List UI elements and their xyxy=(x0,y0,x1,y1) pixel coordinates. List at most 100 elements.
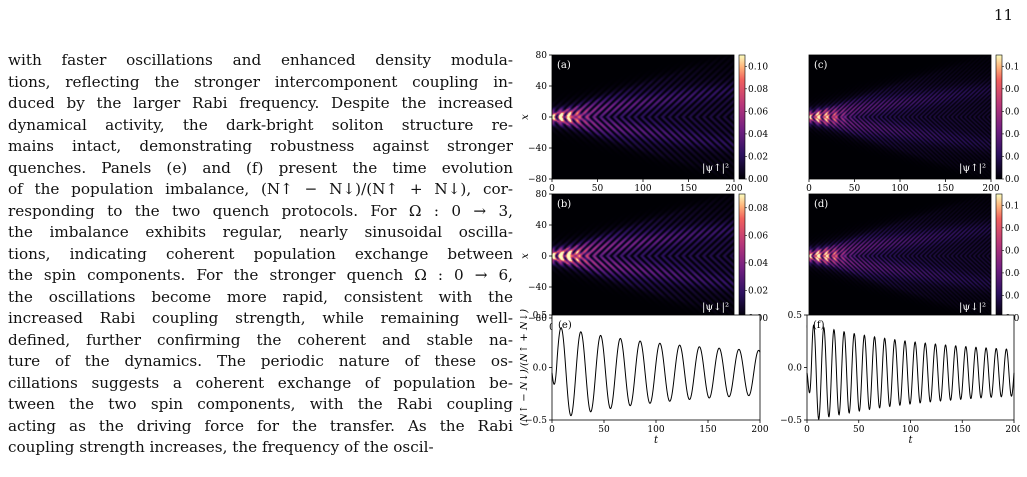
colorbar-tick-label: 0.10 xyxy=(748,62,768,72)
inset-label: |ψ↓|² xyxy=(702,302,729,313)
y-tick-label: −80 xyxy=(528,314,547,324)
colorbar xyxy=(738,193,746,319)
colorbar-tick-label: 0.06 xyxy=(748,231,768,241)
line-panel: (e) 0 50 100 150 200 t 0.5 0.0 −0.5(N↑ − N↓)/(N↑ … xyxy=(520,309,769,446)
x-tick-label: 50 xyxy=(849,184,861,194)
colorbar xyxy=(995,193,1003,319)
y-tick-label: −0.5 xyxy=(525,416,547,426)
y-tick-label: 80 xyxy=(536,51,548,61)
colorbar-tick-label: 0.08 xyxy=(1005,224,1020,234)
x-tick-label: 100 xyxy=(891,184,908,194)
y-tick-label: 40 xyxy=(536,82,548,92)
colorbar-tick-label: 0.02 xyxy=(748,286,768,296)
colorbar-tick-label: 0.08 xyxy=(748,85,768,95)
heatmap-image xyxy=(809,194,991,318)
x-tick-label: 200 xyxy=(725,184,742,194)
x-tick-label: 100 xyxy=(647,425,664,435)
imbalance-series-line xyxy=(551,327,761,417)
x-tick-label: 150 xyxy=(954,425,971,435)
y-tick-label: 0.0 xyxy=(533,364,548,374)
text-line: tions, indicating coherent population ex… xyxy=(8,244,513,263)
x-tick-label: 200 xyxy=(1005,425,1020,435)
panel-label: (b) xyxy=(557,199,571,210)
imbalance-series-line xyxy=(806,324,1015,420)
y-tick-label: 0 xyxy=(541,252,547,262)
panel-label: (c) xyxy=(814,60,828,71)
text-line: quenches. Panels (e) and (f) present the… xyxy=(8,158,513,177)
text-line: ture of the dynamics. The periodic natur… xyxy=(8,352,513,370)
heatmap-panel: (c)|ψ↑|²050100150200t0.100.080.060.040.0… xyxy=(806,54,1020,204)
y-tick-label: 0.5 xyxy=(788,311,803,321)
inset-label: |ψ↓|² xyxy=(959,302,986,313)
x-tick-label: 0 xyxy=(549,184,555,194)
text-line: tween the two spin components, with the … xyxy=(8,395,513,413)
y-tick-label: 0 xyxy=(541,113,547,123)
figure: (a) |ψ↑|² 0 50 100 150 200 t 80 40 0 −40 −80 x 0.10 0.0… xyxy=(520,51,1020,446)
y-tick-label: −40 xyxy=(528,144,547,154)
y-tick-label: 40 xyxy=(536,221,548,231)
text-line: dynamical activity, the dark-bright soli… xyxy=(8,115,513,134)
y-tick-label: −40 xyxy=(528,283,547,293)
text-line: increased Rabi coupling strength, while … xyxy=(8,309,513,327)
y-tick-label: −0.5 xyxy=(780,416,802,426)
colorbar-tick-label: 0.02 xyxy=(1005,291,1020,301)
text-line: with faster oscillations and enhanced de… xyxy=(8,51,513,69)
colorbar-tick-label: 0.04 xyxy=(1005,130,1020,140)
colorbar-tick-label: 0.06 xyxy=(1005,246,1020,256)
x-tick-label: 150 xyxy=(680,184,697,194)
x-axis-label: t xyxy=(654,435,659,446)
colorbar-tick-label: 0.00 xyxy=(748,175,768,185)
colorbar-tick-label: 0.08 xyxy=(748,204,768,214)
body-text: with faster oscillations and enhanced de… xyxy=(8,50,513,477)
text-line: the oscillations become more rapid, cons… xyxy=(8,287,513,306)
colorbar-tick-label: 0.02 xyxy=(1005,152,1020,162)
colorbar-tick-label: 0.00 xyxy=(1005,175,1020,185)
heatmap-image xyxy=(552,194,734,318)
y-axis-label: (N↑ − N↓)/(N↑ + N↓) xyxy=(520,309,530,426)
colorbar xyxy=(738,54,746,180)
heatmap-panel: (a)|ψ↑|²050100150200t80400−40−80x0.100.0… xyxy=(520,51,768,204)
page-number: 11 xyxy=(993,6,1013,24)
colorbar-tick-label: 0.04 xyxy=(748,130,768,140)
y-tick-label: 0.0 xyxy=(788,364,803,374)
colorbar-tick-label: 0.08 xyxy=(1005,85,1020,95)
panel-label: (d) xyxy=(814,199,828,210)
colorbar-tick-label: 0.04 xyxy=(1005,269,1020,279)
colorbar-tick-label: 0.06 xyxy=(1005,107,1020,117)
x-tick-label: 200 xyxy=(982,184,999,194)
text-line: duced by the larger Rabi frequency. Desp… xyxy=(8,94,513,112)
heatmap-panel: (d)|ψ↓|²050100150200t0.100.080.060.040.0… xyxy=(806,193,1020,343)
heatmap-panel: (b)|ψ↓|²050100150200t80400−40−80x0.080.0… xyxy=(520,190,768,343)
x-tick-label: 200 xyxy=(751,425,768,435)
x-tick-label: 50 xyxy=(598,425,610,435)
x-tick-label: 0 xyxy=(804,425,810,435)
x-tick-label: 50 xyxy=(592,184,604,194)
x-tick-label: 150 xyxy=(937,184,954,194)
x-tick-label: 50 xyxy=(853,425,865,435)
text-line: mains intact, demonstrating robustness a… xyxy=(8,137,513,155)
x-tick-label: 100 xyxy=(902,425,919,435)
text-line: tions, reflecting the stronger intercomp… xyxy=(8,72,513,91)
colorbar-tick-label: 0.10 xyxy=(1005,62,1020,72)
text-line: the spin components. For the stronger qu… xyxy=(8,266,513,284)
panel-label: (e) xyxy=(558,320,572,331)
text-line: coupling strength increases, the frequen… xyxy=(8,438,434,456)
panel-label: (f) xyxy=(813,320,825,331)
text-line: acting as the driving force for the tran… xyxy=(8,416,513,435)
y-axis-label: x xyxy=(520,253,531,259)
colorbar-tick-label: 0.02 xyxy=(748,152,768,162)
colorbar xyxy=(995,54,1003,180)
heatmap-image xyxy=(809,55,991,179)
inset-label: |ψ↑|² xyxy=(959,163,986,174)
text-line: responding to the two quench protocols. … xyxy=(8,201,513,220)
heatmap-image xyxy=(552,55,734,179)
text-line: of the population imbalance, (N↑ − N↓)/(… xyxy=(8,180,513,198)
text-line: defined, further confirming the coherent… xyxy=(8,330,513,349)
x-axis-label: t xyxy=(908,435,913,446)
y-tick-label: 80 xyxy=(536,190,548,200)
x-tick-label: 100 xyxy=(634,184,651,194)
y-tick-label: 0.5 xyxy=(533,311,548,321)
colorbar-tick-label: 0.06 xyxy=(748,107,768,117)
inset-label: |ψ↑|² xyxy=(702,163,729,174)
y-tick-label: −80 xyxy=(528,175,547,185)
